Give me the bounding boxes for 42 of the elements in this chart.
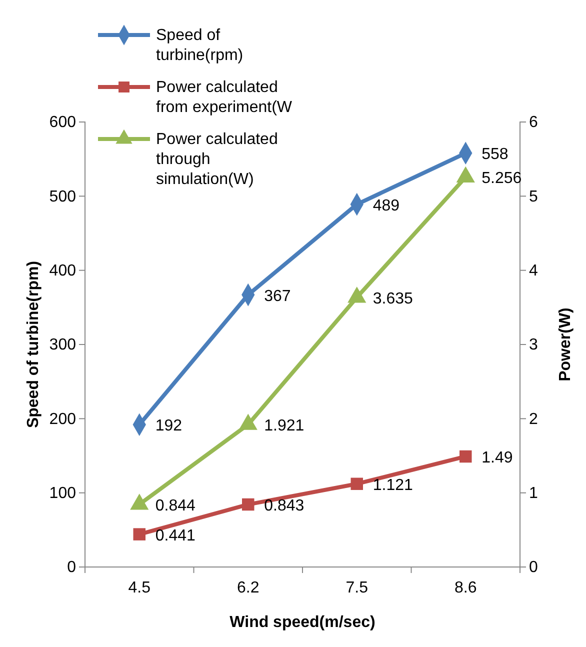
y-tick-label: 600 (49, 114, 76, 132)
y-tick-label: 200 (49, 410, 76, 428)
data-label: 5.256 (482, 170, 522, 188)
data-label: 1.49 (482, 449, 513, 466)
y2-tick-label: 1 (529, 484, 538, 502)
point (456, 166, 475, 183)
y2-tick-label: 2 (529, 410, 538, 428)
legend-label: Power calculated through simulation(W) (156, 131, 278, 188)
data-label: 489 (372, 197, 400, 214)
y-tick-label: 100 (49, 484, 76, 502)
data-label: 0.843 (264, 497, 304, 514)
x-tick-label: 8.6 (454, 579, 477, 596)
y2-tick-label: 3 (529, 336, 538, 354)
x-axis-title: Wind speed(m/sec) (230, 614, 376, 631)
legend-label: Power calculated from experiment(W (156, 79, 293, 116)
data-label: 1.921 (264, 418, 304, 435)
data-label: 3.635 (372, 290, 414, 308)
data-label: 192 (155, 418, 182, 435)
legend-label: Speed of turbine(rpm) (156, 27, 244, 64)
point (242, 498, 254, 511)
data-label: 558 (482, 146, 508, 164)
y-tick-label: 0 (67, 559, 76, 576)
data-label: 367 (264, 288, 291, 305)
point (350, 478, 363, 490)
y-tick-label: 300 (49, 336, 76, 354)
x-tick-label: 6.2 (237, 579, 260, 596)
point (348, 286, 366, 303)
y2-tick-label: 5 (529, 188, 538, 206)
data-label: 0.441 (155, 527, 196, 544)
point (460, 450, 472, 463)
point (133, 528, 146, 540)
y2-tick-label: 6 (529, 114, 538, 132)
x-tick-label: 7.5 (346, 579, 368, 596)
data-label: 1.121 (372, 476, 414, 494)
y2-tick-label: 4 (529, 262, 538, 280)
y2-axis-title: Power(W) (557, 308, 574, 382)
data-label: 0.844 (155, 497, 196, 514)
y-axis-title: Speed of turbine(rpm) (25, 260, 42, 428)
y-tick-label: 500 (49, 188, 76, 206)
y2-tick-label: 0 (529, 559, 538, 576)
y-tick-label: 400 (49, 262, 76, 280)
x-tick-label: 4.5 (128, 579, 151, 596)
